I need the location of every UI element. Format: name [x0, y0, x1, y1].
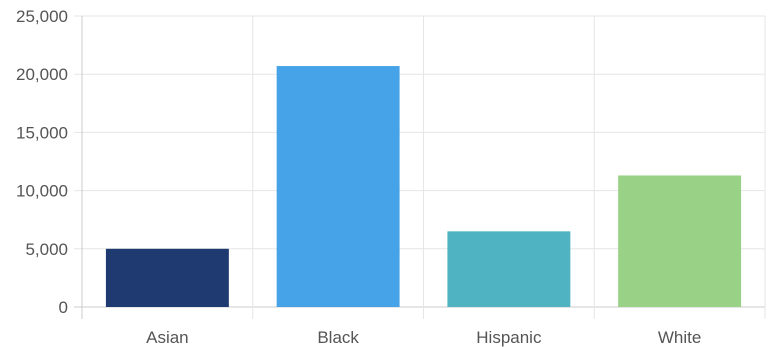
bar-layer: [105, 66, 742, 307]
x-tick-label: Hispanic: [476, 328, 542, 347]
bar-hispanic[interactable]: [447, 231, 571, 307]
bar-black[interactable]: [276, 66, 400, 307]
y-tick-label: 5,000: [25, 240, 68, 259]
label-layer: 0 5,000 10,000 15,000 20,000 25,000 Asian Black…: [16, 7, 701, 347]
y-tick-label: 20,000: [16, 65, 68, 84]
x-tick-label: Black: [317, 328, 359, 347]
y-tick-label: 15,000: [16, 123, 68, 142]
bar-asian[interactable]: [105, 248, 229, 307]
x-tick-label: Asian: [146, 328, 189, 347]
y-tick-label: 0: [59, 298, 68, 317]
x-tick-label: White: [658, 328, 701, 347]
y-tick-label: 10,000: [16, 182, 68, 201]
bar-white[interactable]: [618, 175, 742, 307]
y-tick-label: 25,000: [16, 7, 68, 26]
